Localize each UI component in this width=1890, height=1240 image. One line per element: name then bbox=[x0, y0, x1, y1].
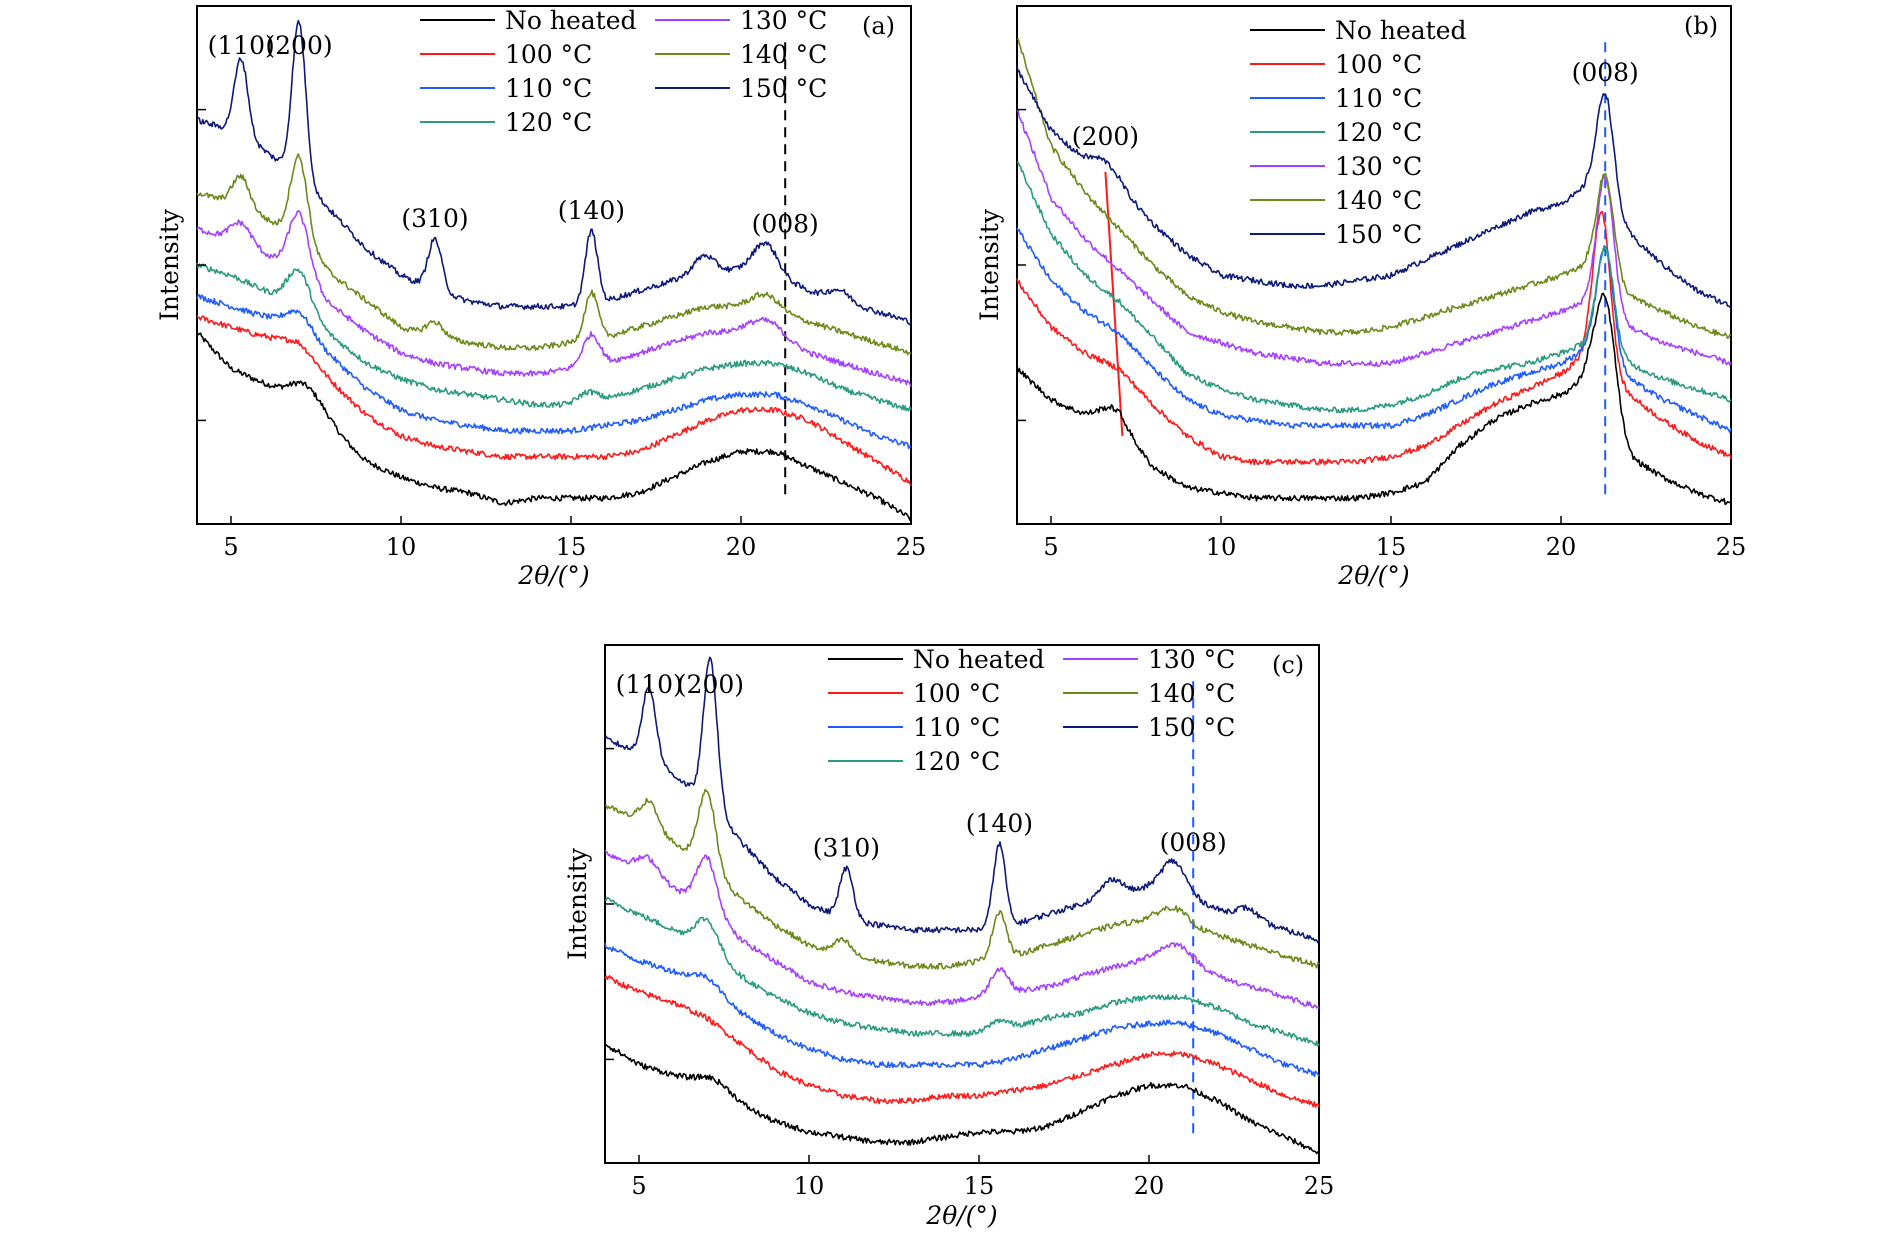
series-line bbox=[1016, 66, 1732, 309]
legend-label: 140 °C bbox=[1148, 679, 1235, 708]
legend-label: 120 °C bbox=[913, 747, 1000, 776]
legend-label: 130 °C bbox=[1148, 645, 1235, 674]
legend-label: No heated bbox=[505, 6, 637, 35]
series-line bbox=[604, 656, 1320, 944]
x-tick-label: 20 bbox=[1134, 1172, 1165, 1200]
series-line bbox=[604, 942, 1320, 1078]
legend-label: 120 °C bbox=[1335, 118, 1422, 147]
peak-shift-guide-line bbox=[1104, 171, 1124, 437]
series-line bbox=[1016, 161, 1732, 414]
legend-label: 130 °C bbox=[1335, 152, 1422, 181]
peak-label: (008) bbox=[752, 209, 819, 238]
peak-label: (310) bbox=[401, 204, 468, 233]
peak-label: (310) bbox=[813, 833, 880, 862]
legend-label: 130 °C bbox=[740, 6, 827, 35]
x-tick-label: 5 bbox=[1043, 533, 1058, 561]
legend-label: No heated bbox=[913, 645, 1045, 674]
series-line bbox=[196, 331, 912, 521]
x-tick-label: 10 bbox=[1206, 533, 1237, 561]
peak-label: (200) bbox=[1072, 122, 1139, 151]
series-line bbox=[604, 896, 1320, 1047]
x-tick-label: 15 bbox=[1376, 533, 1407, 561]
legend-label: No heated bbox=[1335, 16, 1467, 45]
y-axis-label: Intensity bbox=[155, 208, 184, 321]
legend-label: 120 °C bbox=[505, 108, 592, 137]
x-tick-label: 25 bbox=[896, 533, 927, 561]
x-tick-label: 20 bbox=[1546, 533, 1577, 561]
series-line bbox=[1016, 38, 1732, 340]
x-axis-label: 2θ/(°) bbox=[925, 1201, 997, 1230]
peak-label: (110) bbox=[208, 31, 275, 60]
legend-label: 100 °C bbox=[1335, 50, 1422, 79]
legend-label: 110 °C bbox=[913, 713, 1000, 742]
x-tick-label: 25 bbox=[1304, 1172, 1335, 1200]
panel-b: (b) 5 10 15 20 25 (200) (008) 2θ/(°) Intensit… bbox=[975, 5, 1747, 590]
x-tick-label: 10 bbox=[386, 533, 417, 561]
series-line bbox=[196, 19, 912, 326]
legend-label: 150 °C bbox=[1148, 713, 1235, 742]
series-line bbox=[604, 788, 1320, 970]
x-tick-label: 5 bbox=[223, 533, 238, 561]
series-line bbox=[196, 210, 912, 387]
panel-a: (a) 5 10 15 20 25 (110)(200)(310) (140) (008) … bbox=[155, 5, 927, 590]
panel-tag: (c) bbox=[1272, 651, 1304, 679]
x-tick-label: 15 bbox=[556, 533, 587, 561]
legend: No heated 100 °C 110 °C 120 °C 130 °C 14… bbox=[420, 6, 827, 137]
x-tick-label: 5 bbox=[631, 1172, 646, 1200]
series-line bbox=[1016, 109, 1732, 367]
peak-label: (140) bbox=[558, 196, 625, 225]
legend-label: 140 °C bbox=[740, 40, 827, 69]
series-line bbox=[604, 1043, 1320, 1155]
legend-label: 100 °C bbox=[505, 40, 592, 69]
peak-label: (200) bbox=[677, 670, 744, 699]
peak-label: (008) bbox=[1160, 828, 1227, 857]
panel-tag: (b) bbox=[1684, 12, 1718, 40]
peak-label: (140) bbox=[966, 809, 1033, 838]
legend-label: 110 °C bbox=[505, 74, 592, 103]
x-tick-label: 20 bbox=[726, 533, 757, 561]
x-tick-label: 25 bbox=[1716, 533, 1747, 561]
x-tick-label: 10 bbox=[794, 1172, 825, 1200]
series-line bbox=[1016, 210, 1732, 466]
peak-label: (200) bbox=[265, 31, 332, 60]
peak-label: (008) bbox=[1572, 58, 1639, 87]
x-axis-label: 2θ/(°) bbox=[517, 561, 589, 590]
legend-label: 140 °C bbox=[1335, 186, 1422, 215]
peak-label: (110) bbox=[616, 670, 683, 699]
series-line bbox=[196, 153, 912, 356]
legend-label: 110 °C bbox=[1335, 84, 1422, 113]
series-line bbox=[604, 975, 1320, 1108]
y-axis-label: Intensity bbox=[563, 847, 592, 960]
series-line bbox=[604, 850, 1320, 1010]
series-line bbox=[196, 262, 912, 412]
panel-tag: (a) bbox=[862, 12, 895, 40]
series-line bbox=[1016, 227, 1732, 433]
legend-label: 150 °C bbox=[740, 74, 827, 103]
series-line bbox=[196, 315, 912, 486]
series-line bbox=[1016, 292, 1732, 506]
y-axis-label: Intensity bbox=[975, 208, 1004, 321]
legend: No heated 100 °C 110 °C 120 °C 130 °C 14… bbox=[828, 645, 1235, 776]
series-line bbox=[196, 294, 912, 450]
legend-label: 150 °C bbox=[1335, 220, 1422, 249]
x-axis-label: 2θ/(°) bbox=[1337, 561, 1409, 590]
panel-c: (c) 5 10 15 20 25 (110)(200)(310)(140)(008) … bbox=[563, 644, 1335, 1230]
legend: No heated 100 °C 110 °C 120 °C 130 °C 14… bbox=[1250, 16, 1467, 249]
legend-label: 100 °C bbox=[913, 679, 1000, 708]
x-tick-label: 15 bbox=[964, 1172, 995, 1200]
